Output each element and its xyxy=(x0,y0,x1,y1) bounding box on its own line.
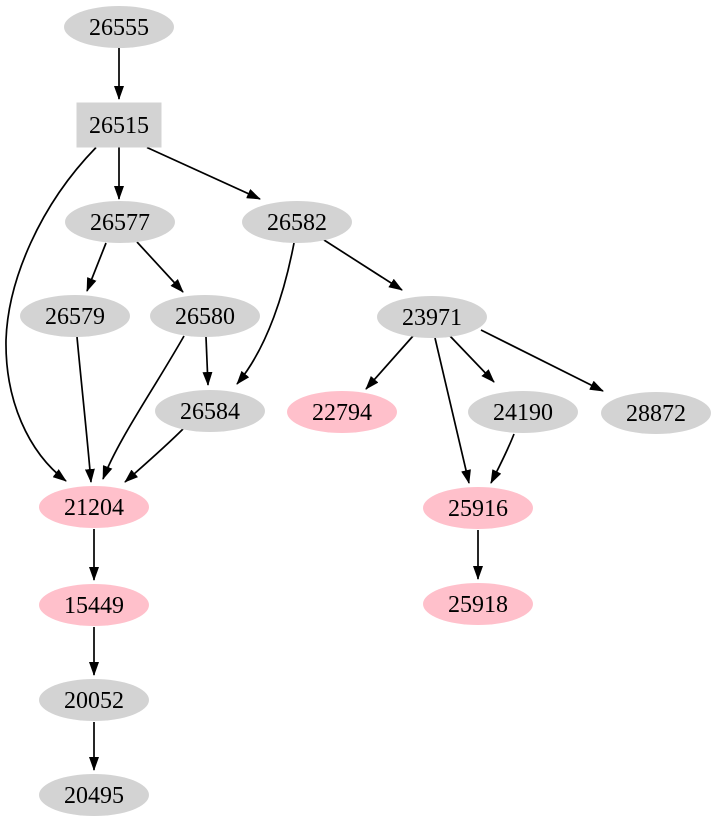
node-ellipse-28872[interactable] xyxy=(601,392,711,434)
graph-node-25918[interactable]: 25918 xyxy=(423,583,533,625)
graph-node-26515[interactable]: 26515 xyxy=(76,102,162,148)
node-ellipse-25916[interactable] xyxy=(423,487,533,529)
graph-node-28872[interactable]: 28872 xyxy=(601,392,711,434)
node-ellipse-26579[interactable] xyxy=(20,295,130,337)
graph-node-24190[interactable]: 24190 xyxy=(468,391,578,433)
edge-26582-23971 xyxy=(323,239,403,291)
nodes-layer: 26555 26515 26577 26582 26579 26580 23971 26584… xyxy=(20,6,711,816)
node-label-22794: 22794 xyxy=(312,400,372,426)
edge-26580-21204 xyxy=(102,335,185,480)
node-ellipse-20052[interactable] xyxy=(39,679,149,721)
graph-node-26580[interactable]: 26580 xyxy=(150,295,260,337)
graph-node-26577[interactable]: 26577 xyxy=(65,201,175,243)
edge-24190-25916 xyxy=(490,433,515,484)
node-label-20495: 20495 xyxy=(64,783,124,809)
edge-23971-25916 xyxy=(434,337,471,484)
node-label-28872: 28872 xyxy=(626,401,686,427)
graph-node-21204[interactable]: 21204 xyxy=(39,486,149,528)
node-label-25916: 25916 xyxy=(448,496,508,522)
edge-26584-21204 xyxy=(124,428,184,483)
node-ellipse-26555[interactable] xyxy=(64,6,174,48)
node-ellipse-26577[interactable] xyxy=(65,201,175,243)
node-label-15449: 15449 xyxy=(64,593,124,619)
edge-26577-26579 xyxy=(86,242,107,292)
graph-node-26584[interactable]: 26584 xyxy=(155,390,265,432)
edge-26580-26584 xyxy=(202,336,213,386)
node-ellipse-25918[interactable] xyxy=(423,583,533,625)
graph-node-20495[interactable]: 20495 xyxy=(39,774,149,816)
node-label-26584: 26584 xyxy=(180,399,240,425)
edge-23971-22794 xyxy=(365,335,414,390)
graph-node-26582[interactable]: 26582 xyxy=(242,201,352,243)
node-label-26580: 26580 xyxy=(175,304,235,330)
node-ellipse-21204[interactable] xyxy=(39,486,149,528)
graph-node-22794[interactable]: 22794 xyxy=(287,391,397,433)
edge-23971-28872 xyxy=(480,329,604,392)
edges-layer xyxy=(5,46,604,771)
node-label-26577: 26577 xyxy=(90,210,150,236)
node-ellipse-26580[interactable] xyxy=(150,295,260,337)
node-ellipse-20495[interactable] xyxy=(39,774,149,816)
graph-node-26579[interactable]: 26579 xyxy=(20,295,130,337)
node-label-26579: 26579 xyxy=(45,304,105,330)
graph-node-25916[interactable]: 25916 xyxy=(423,487,533,529)
edge-26582-26584 xyxy=(236,242,295,385)
node-ellipse-23971[interactable] xyxy=(377,296,487,338)
node-box-26515[interactable] xyxy=(76,102,162,148)
node-label-26555: 26555 xyxy=(89,15,149,41)
node-label-20052: 20052 xyxy=(64,688,124,714)
node-ellipse-26582[interactable] xyxy=(242,201,352,243)
node-ellipse-15449[interactable] xyxy=(39,584,149,626)
node-label-23971: 23971 xyxy=(402,305,462,331)
node-ellipse-22794[interactable] xyxy=(287,391,397,433)
node-label-21204: 21204 xyxy=(64,495,124,521)
graph-node-15449[interactable]: 15449 xyxy=(39,584,149,626)
node-ellipse-26584[interactable] xyxy=(155,390,265,432)
edge-23971-24190 xyxy=(449,335,495,383)
edge-26579-21204 xyxy=(76,336,95,483)
node-label-26582: 26582 xyxy=(267,210,327,236)
graph-node-20052[interactable]: 20052 xyxy=(39,679,149,721)
node-label-24190: 24190 xyxy=(493,400,553,426)
node-label-26515: 26515 xyxy=(89,113,149,139)
node-label-25918: 25918 xyxy=(448,592,508,618)
node-ellipse-24190[interactable] xyxy=(468,391,578,433)
graph-node-23971[interactable]: 23971 xyxy=(377,296,487,338)
edge-26515-26582 xyxy=(146,146,261,200)
edge-26515-21204 xyxy=(5,146,97,482)
graph-node-26555[interactable]: 26555 xyxy=(64,6,174,48)
edge-26577-26580 xyxy=(136,241,184,293)
